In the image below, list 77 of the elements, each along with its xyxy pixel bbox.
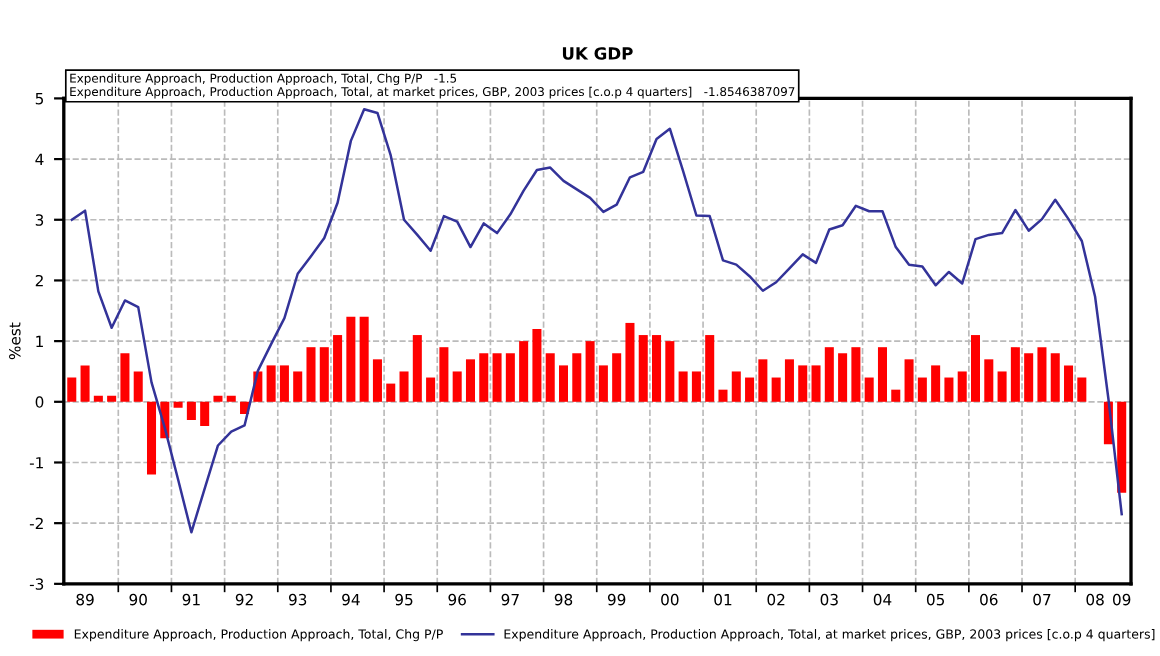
bar xyxy=(1037,347,1047,402)
bar xyxy=(266,365,276,402)
bar xyxy=(399,371,409,402)
bar xyxy=(598,365,608,402)
bar xyxy=(705,335,715,402)
bar xyxy=(226,395,236,402)
bar xyxy=(585,341,595,402)
bar xyxy=(372,359,382,402)
bar xyxy=(452,371,462,402)
bar xyxy=(439,347,449,402)
bar xyxy=(1010,347,1020,402)
bar xyxy=(505,353,515,402)
bar xyxy=(93,395,103,402)
line-series xyxy=(70,108,1123,534)
bar xyxy=(771,377,781,402)
bar xyxy=(612,353,622,402)
bar xyxy=(731,371,741,402)
bar xyxy=(107,395,117,402)
bar xyxy=(186,401,196,420)
bar xyxy=(319,347,329,402)
bar xyxy=(718,389,728,402)
bar xyxy=(558,365,569,402)
bar xyxy=(691,371,701,402)
bar xyxy=(997,371,1007,402)
bar xyxy=(984,359,994,402)
bar xyxy=(652,335,662,402)
bar xyxy=(346,316,356,402)
bar xyxy=(784,359,794,402)
bar xyxy=(970,335,981,402)
bar xyxy=(492,353,502,402)
bar xyxy=(904,359,914,402)
bar xyxy=(758,359,768,402)
bar xyxy=(864,377,874,402)
bar xyxy=(745,377,755,402)
bar xyxy=(333,335,343,402)
bar xyxy=(465,359,475,402)
bar xyxy=(306,347,316,402)
bar xyxy=(638,335,648,402)
bar xyxy=(838,353,848,402)
bar xyxy=(678,371,688,402)
bar xyxy=(625,322,635,402)
bar xyxy=(67,377,77,402)
bar xyxy=(519,341,529,402)
bar xyxy=(426,377,436,402)
bar xyxy=(213,395,223,402)
bar xyxy=(1024,353,1034,402)
bar xyxy=(957,371,967,402)
bar xyxy=(386,383,396,402)
bar xyxy=(1064,365,1074,402)
bar xyxy=(572,353,582,402)
bar xyxy=(80,365,90,402)
bar xyxy=(798,365,808,402)
bar xyxy=(931,365,941,402)
bar xyxy=(293,371,303,402)
bar xyxy=(824,347,834,402)
bar xyxy=(359,316,369,402)
bar xyxy=(877,347,887,402)
bar xyxy=(173,401,183,408)
bar xyxy=(120,353,130,402)
bar xyxy=(917,377,927,402)
bar xyxy=(532,328,542,402)
bar xyxy=(147,401,157,475)
bar xyxy=(279,365,289,402)
bar xyxy=(200,401,210,427)
bar xyxy=(479,353,489,402)
bar xyxy=(1117,401,1127,493)
chart-title: UK GDP xyxy=(562,47,633,60)
bar xyxy=(1077,377,1087,402)
bar xyxy=(1050,353,1060,402)
bar xyxy=(133,371,143,402)
bar xyxy=(891,389,901,402)
bar xyxy=(665,341,675,402)
bar xyxy=(851,347,861,402)
bar xyxy=(412,335,422,402)
bar xyxy=(944,377,954,402)
bar xyxy=(545,353,555,402)
bar xyxy=(811,365,821,402)
